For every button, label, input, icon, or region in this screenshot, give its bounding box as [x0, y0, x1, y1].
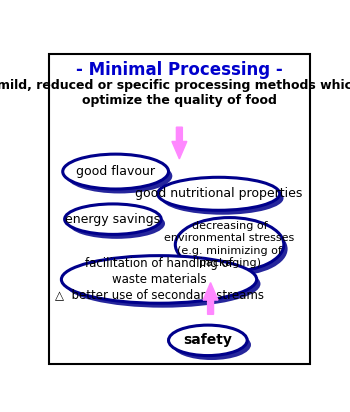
Ellipse shape [158, 177, 280, 210]
Text: facilitation of handling of
waste materials
△  better use of secondary streams: facilitation of handling of waste materi… [55, 257, 264, 302]
Ellipse shape [175, 218, 284, 272]
Text: - Minimal Processing -: - Minimal Processing - [76, 61, 283, 79]
Ellipse shape [65, 204, 161, 234]
Ellipse shape [161, 182, 284, 215]
Ellipse shape [179, 222, 288, 276]
Text: mild, reduced or specific processing methods which
optimize the quality of food: mild, reduced or specific processing met… [0, 79, 350, 107]
Ellipse shape [172, 330, 251, 360]
FancyArrow shape [172, 127, 187, 159]
Ellipse shape [168, 325, 247, 356]
Ellipse shape [61, 255, 257, 303]
Ellipse shape [63, 154, 169, 189]
Text: safety: safety [183, 333, 232, 347]
Ellipse shape [66, 159, 172, 194]
Ellipse shape [69, 208, 165, 239]
Text: good flavour: good flavour [76, 165, 155, 178]
FancyArrow shape [203, 283, 218, 314]
Ellipse shape [65, 260, 260, 308]
Text: decreasing of
environmental stresses
(e.g. minimizing of
packaging): decreasing of environmental stresses (e.… [164, 221, 295, 268]
Text: good nutritional properties: good nutritional properties [135, 187, 302, 200]
Text: energy savings: energy savings [65, 213, 161, 226]
